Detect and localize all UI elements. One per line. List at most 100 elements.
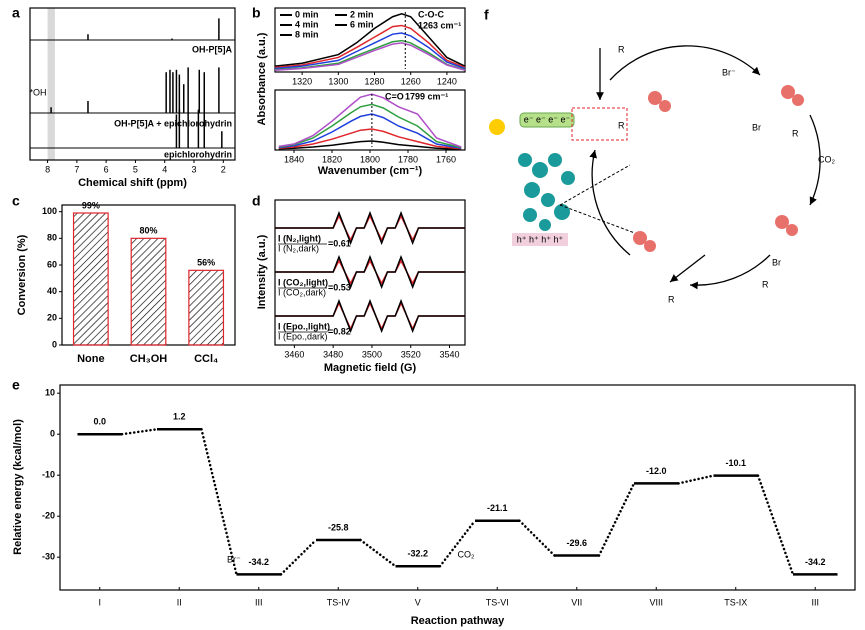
epr-line bbox=[275, 254, 465, 290]
atom-label: Br bbox=[752, 122, 761, 132]
spectrum-line bbox=[278, 113, 462, 149]
x-tick-label: III bbox=[255, 597, 263, 607]
plot-frame bbox=[59, 384, 856, 591]
zoom-line bbox=[559, 204, 641, 236]
series-label: epichlorohydrin bbox=[164, 149, 232, 159]
x-tick-label: I bbox=[98, 597, 101, 607]
y-axis-label: Conversion (%) bbox=[16, 234, 28, 315]
cycle-arrow bbox=[589, 149, 631, 256]
x-tick-label: 1780 bbox=[398, 154, 418, 164]
y-tick-label: 80 bbox=[47, 233, 57, 243]
atom-label: R bbox=[618, 120, 625, 130]
plot-frame bbox=[274, 7, 466, 73]
y-tick-label: -10 bbox=[42, 470, 55, 480]
connector bbox=[677, 474, 715, 485]
x-tick-label: 1840 bbox=[284, 154, 304, 164]
series-label: OH-P[5]A + epichlorohydrin bbox=[114, 118, 232, 128]
annotation: C=O bbox=[385, 91, 404, 101]
legend-label: 4 min bbox=[295, 19, 319, 29]
mechanism-diagram: f e⁻ e⁻ e⁻ e⁻ h⁺ h⁺ h⁺ h⁺ Br⁻ CO₂ R R Br… bbox=[484, 7, 836, 305]
legend-label: 0 min bbox=[295, 9, 319, 19]
y-tick-label: 20 bbox=[47, 313, 57, 323]
spectrum-line bbox=[278, 140, 462, 151]
value-label: 99% bbox=[82, 200, 100, 210]
spectrum-line bbox=[274, 39, 466, 71]
cycle-arrow bbox=[689, 254, 771, 290]
spectrum-line bbox=[274, 42, 466, 72]
sun-icon bbox=[489, 119, 505, 135]
panel-label: b bbox=[252, 5, 261, 21]
ratio-value: =0.82 bbox=[328, 326, 351, 336]
series-label: OH-P[5]A bbox=[192, 44, 232, 54]
x-tick-label: 1260 bbox=[401, 76, 421, 86]
bar bbox=[130, 237, 167, 346]
value-label: -21.1 bbox=[487, 503, 508, 513]
value-label: -12.0 bbox=[646, 466, 667, 476]
highlight-box bbox=[571, 107, 628, 141]
value-label: 56% bbox=[197, 258, 215, 268]
value-label: -25.8 bbox=[328, 522, 349, 532]
x-tick-label: CH₃OH bbox=[130, 353, 168, 365]
connector bbox=[756, 474, 795, 576]
connector bbox=[438, 519, 477, 568]
x-tick-label: VII bbox=[571, 597, 582, 607]
catalyst-cluster bbox=[633, 85, 804, 252]
bar bbox=[72, 212, 109, 346]
y-tick-label: -30 bbox=[42, 552, 55, 562]
y-tick-label: 60 bbox=[47, 259, 57, 269]
y-tick-label: 40 bbox=[47, 286, 57, 296]
value-label: 80% bbox=[139, 226, 157, 236]
epr-line bbox=[275, 210, 465, 246]
connector bbox=[279, 538, 318, 576]
value-label: -32.2 bbox=[407, 549, 428, 559]
hole-box bbox=[512, 233, 568, 246]
y-tick-label: 100 bbox=[42, 206, 57, 216]
x-tick-label: TS-VI bbox=[486, 597, 509, 607]
spectrum-line bbox=[278, 103, 462, 149]
legend-label: 8 min bbox=[295, 29, 319, 39]
x-tick-label: 2 bbox=[221, 164, 226, 174]
electron-box bbox=[519, 112, 575, 128]
ratio-numerator: I (N₂,light) bbox=[278, 233, 321, 243]
spectrum-line bbox=[274, 13, 466, 67]
x-tick-label: None bbox=[77, 353, 105, 365]
panel-label: a bbox=[12, 5, 20, 21]
highlight-band bbox=[47, 8, 55, 160]
x-tick-label: 1320 bbox=[292, 76, 312, 86]
x-axis-label: Reaction pathway bbox=[411, 615, 505, 627]
x-tick-label: 3500 bbox=[362, 349, 382, 359]
x-tick-label: 1280 bbox=[365, 76, 385, 86]
arrow bbox=[669, 254, 706, 283]
x-axis-label: Wavenumber (cm⁻¹) bbox=[318, 165, 423, 177]
connector bbox=[120, 428, 159, 436]
x-tick-label: III bbox=[811, 597, 819, 607]
connector bbox=[518, 519, 556, 557]
y-tick-label: 0 bbox=[50, 429, 55, 439]
legend-label: 6 min bbox=[350, 19, 374, 29]
spectrum-line bbox=[278, 128, 462, 150]
x-tick-label: 3480 bbox=[323, 349, 343, 359]
connector bbox=[359, 538, 397, 568]
hole-label: h⁺ h⁺ h⁺ h⁺ bbox=[517, 234, 564, 244]
value-label: -34.2 bbox=[248, 557, 269, 567]
ratio-numerator: I (CO₂,light) bbox=[278, 277, 328, 287]
x-tick-label: 4 bbox=[162, 164, 167, 174]
ratio-denominator: I (N₂,dark) bbox=[278, 243, 319, 253]
x-tick-label: 1800 bbox=[360, 154, 380, 164]
annotation: 1263 cm⁻¹ bbox=[418, 20, 461, 30]
ratio-denominator: I (CO₂,dark) bbox=[278, 287, 326, 297]
annotation: CO₂ bbox=[458, 549, 476, 559]
y-axis-label: Absorbance (a.u.) bbox=[256, 32, 268, 125]
reagent-label: Br⁻ bbox=[722, 67, 736, 77]
panel-label: f bbox=[484, 7, 489, 23]
legend-label: 2 min bbox=[350, 9, 374, 19]
atom-label: R bbox=[792, 128, 799, 138]
x-tick-label: 3520 bbox=[401, 349, 421, 359]
spectrum-line bbox=[274, 32, 466, 70]
value-label: 0.0 bbox=[93, 417, 106, 427]
x-tick-label: 3 bbox=[191, 164, 196, 174]
panel-label: d bbox=[252, 193, 261, 209]
ratio-denominator: I (Epo.,dark) bbox=[278, 331, 328, 341]
connector bbox=[200, 428, 238, 576]
